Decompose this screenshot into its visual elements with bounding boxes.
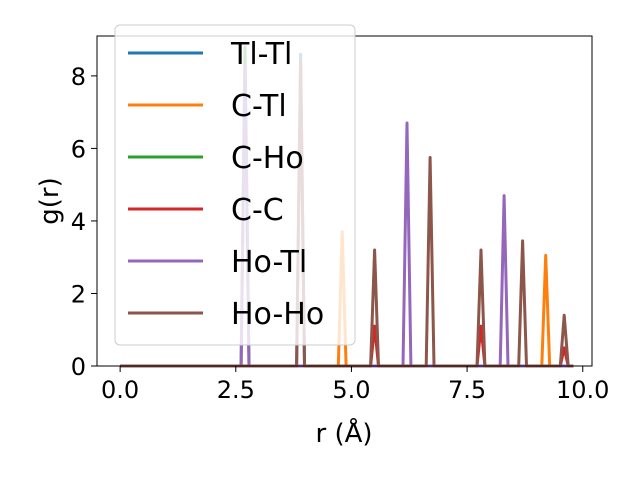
legend-label-1: C-Tl [231, 89, 287, 124]
x-tick-label-4: 10.0 [556, 376, 609, 404]
x-tick-label-2: 5.0 [332, 376, 370, 404]
y-tick-label-4: 8 [71, 63, 86, 91]
x-tick-label-1: 2.5 [217, 376, 255, 404]
x-tick-label-3: 7.5 [448, 376, 486, 404]
legend-label-4: Ho-Tl [231, 245, 307, 280]
legend-label-3: C-C [231, 193, 284, 228]
legend-label-2: C-Ho [231, 141, 304, 176]
y-axis-label: g(r) [35, 177, 65, 224]
legend-label-0: Tl-Tl [230, 37, 292, 72]
y-axis: 0 2 4 6 8 [71, 63, 97, 381]
legend: Tl-Tl C-Tl C-Ho C-C Ho-Tl Ho-Ho [114, 24, 356, 346]
series-line-3 [120, 324, 574, 368]
legend-label-5: Ho-Ho [231, 297, 324, 332]
y-tick-label-2: 4 [71, 208, 86, 236]
y-tick-label-1: 2 [71, 280, 86, 308]
y-tick-label-0: 0 [71, 353, 86, 381]
x-tick-label-0: 0.0 [101, 376, 139, 404]
x-axis: 0.0 2.5 5.0 7.5 10.0 [101, 366, 609, 404]
x-axis-label: r (Å) [315, 417, 372, 449]
y-tick-label-3: 6 [71, 135, 86, 163]
